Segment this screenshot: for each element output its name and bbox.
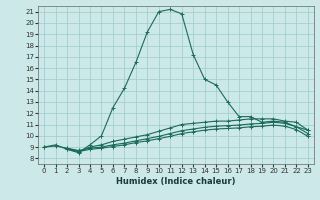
X-axis label: Humidex (Indice chaleur): Humidex (Indice chaleur) [116, 177, 236, 186]
